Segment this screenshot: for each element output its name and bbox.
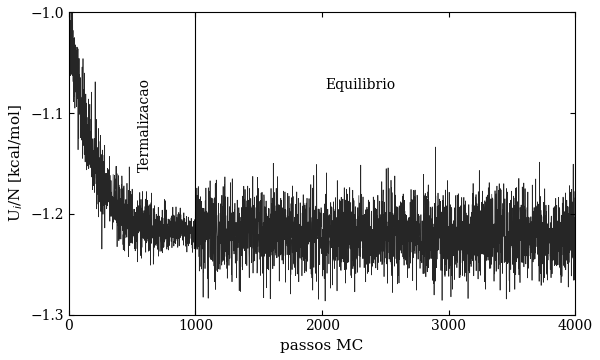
Text: Termalizacao: Termalizacao (138, 78, 152, 172)
X-axis label: passos MC: passos MC (280, 339, 364, 353)
Y-axis label: U$_i$/N [kcal/mol]: U$_i$/N [kcal/mol] (7, 105, 25, 222)
Text: Equilibrio: Equilibrio (325, 78, 395, 92)
